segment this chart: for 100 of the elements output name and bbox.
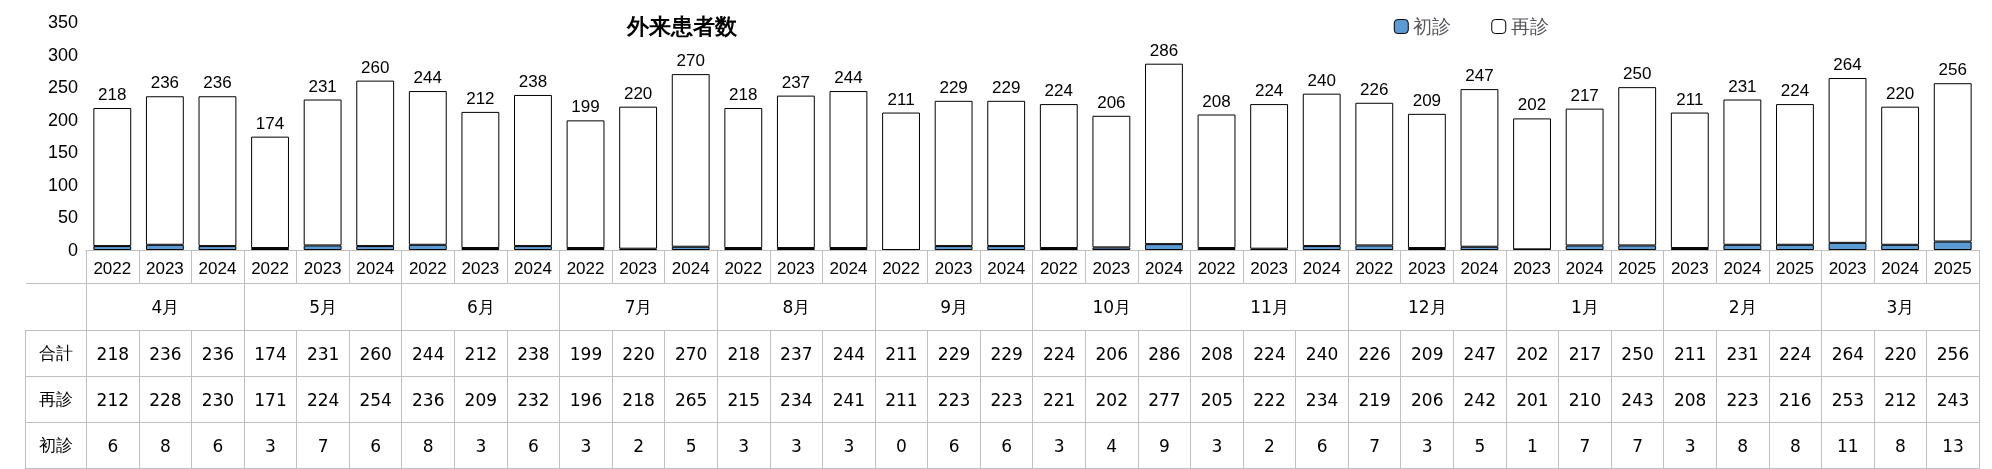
text: 226 [1358, 343, 1391, 364]
text: 10月 [1032, 283, 1191, 331]
data-label: 3 [1663, 422, 1717, 469]
bar [1250, 104, 1289, 249]
y-tick-label: 300 [47, 44, 78, 65]
text: 229 [990, 343, 1023, 364]
x-tick-label: 2022 [251, 259, 289, 278]
data-label: 265 [664, 376, 718, 423]
bar [1355, 102, 1394, 246]
total-label: 211 [887, 89, 915, 109]
x-tick-label: 2025 [1933, 259, 1972, 278]
text: 2月 [1663, 283, 1822, 331]
text: 209 [1411, 343, 1444, 364]
x-tick-label: 2024 [987, 259, 1026, 278]
x-tick-label: 2024 [198, 259, 237, 278]
x-tick-label: 2022 [724, 259, 763, 278]
text: 7月 [559, 283, 718, 331]
data-label: 3 [454, 422, 508, 469]
text: 11月 [1190, 283, 1349, 331]
total-label: 226 [1360, 79, 1389, 99]
data-label: 223 [980, 376, 1033, 423]
data-label: 7 [1558, 422, 1612, 469]
x-tick-label: 2022 [1355, 259, 1394, 278]
total-label: 286 [1149, 40, 1179, 60]
text: 合計 [25, 330, 87, 377]
total-label: 260 [361, 57, 390, 77]
x-tick-label: 2022 [1039, 259, 1078, 278]
data-label: 221 [1032, 376, 1086, 423]
text: 224 [1042, 343, 1076, 364]
total-label: 238 [518, 71, 548, 91]
data-label: 212 [1874, 376, 1927, 423]
text: 206 [1095, 343, 1128, 364]
text: 238 [517, 343, 550, 364]
x-tick-label: 2022 [408, 259, 447, 278]
x-tick-label: 2025 [1776, 259, 1814, 278]
data-label: 8 [1874, 422, 1927, 469]
text: 211 [1673, 343, 1707, 364]
data-label: 9 [1138, 422, 1191, 469]
total-label: 224 [1780, 81, 1810, 101]
x-tick-label: 2023 [934, 259, 973, 278]
data-label: 216 [1769, 376, 1822, 423]
total-label: 224 [1254, 81, 1284, 101]
data-label: 234 [1295, 376, 1349, 423]
text: 8月 [717, 283, 876, 331]
data-label: 3 [1190, 422, 1244, 469]
data-label: 234 [770, 376, 823, 423]
x-tick-label: 2024 [356, 259, 395, 278]
x-tick-label: 2023 [1828, 259, 1867, 278]
bar [461, 111, 500, 249]
text: 9月 [875, 283, 1033, 331]
total-label: 236 [203, 73, 232, 93]
total-label: 264 [1833, 55, 1862, 75]
data-label: 236 [401, 376, 455, 423]
total-label: 220 [623, 83, 653, 103]
data-label: 210 [1558, 376, 1612, 423]
x-tick-label: 2024 [1723, 259, 1762, 278]
data-label: 211 [875, 376, 928, 423]
total-label: 220 [1885, 83, 1915, 103]
bar [1618, 87, 1657, 246]
y-tick-label: 50 [57, 207, 78, 228]
text: 244 [412, 343, 445, 364]
text: 4月 [86, 283, 245, 331]
x-tick-label: 2024 [1881, 259, 1920, 278]
x-tick-label: 2023 [461, 259, 500, 278]
y-tick-label: 250 [47, 77, 78, 98]
bar [356, 80, 395, 247]
total-label: 237 [781, 72, 811, 92]
data-label: 7 [1611, 422, 1664, 469]
text: 260 [359, 343, 392, 364]
text: 6月 [401, 283, 560, 331]
data-label: 253 [1821, 376, 1875, 423]
y-tick-label: 150 [47, 142, 78, 163]
data-label: 5 [664, 422, 718, 469]
x-tick-label: 2023 [303, 259, 342, 278]
data-label: 8 [1716, 422, 1769, 469]
y-tick-label: 0 [67, 240, 78, 260]
x-tick-label: 2023 [776, 259, 815, 278]
data-label: 212 [86, 376, 140, 423]
total-label: 244 [413, 68, 442, 88]
bar [1197, 114, 1236, 249]
data-label: 219 [1348, 376, 1401, 423]
data-label: 6 [927, 422, 981, 469]
x-tick-label: 2025 [1618, 259, 1657, 278]
data-label: 3 [1032, 422, 1086, 469]
data-label: 6 [1295, 422, 1349, 469]
text: 250 [1621, 343, 1654, 364]
bar [1039, 104, 1078, 249]
total-label: 231 [1728, 76, 1757, 96]
data-label: 3 [717, 422, 771, 469]
text: 270 [674, 343, 708, 364]
text: 286 [1148, 343, 1181, 364]
bar [671, 74, 710, 247]
bar [1407, 113, 1446, 249]
data-label: 202 [1085, 376, 1139, 423]
data-label: 171 [244, 376, 297, 423]
text: 237 [780, 343, 813, 364]
x-tick-label: 2024 [514, 259, 552, 278]
x-tick-label: 2022 [93, 259, 132, 278]
data-label: 3 [244, 422, 297, 469]
data-label: 4 [1085, 422, 1139, 469]
